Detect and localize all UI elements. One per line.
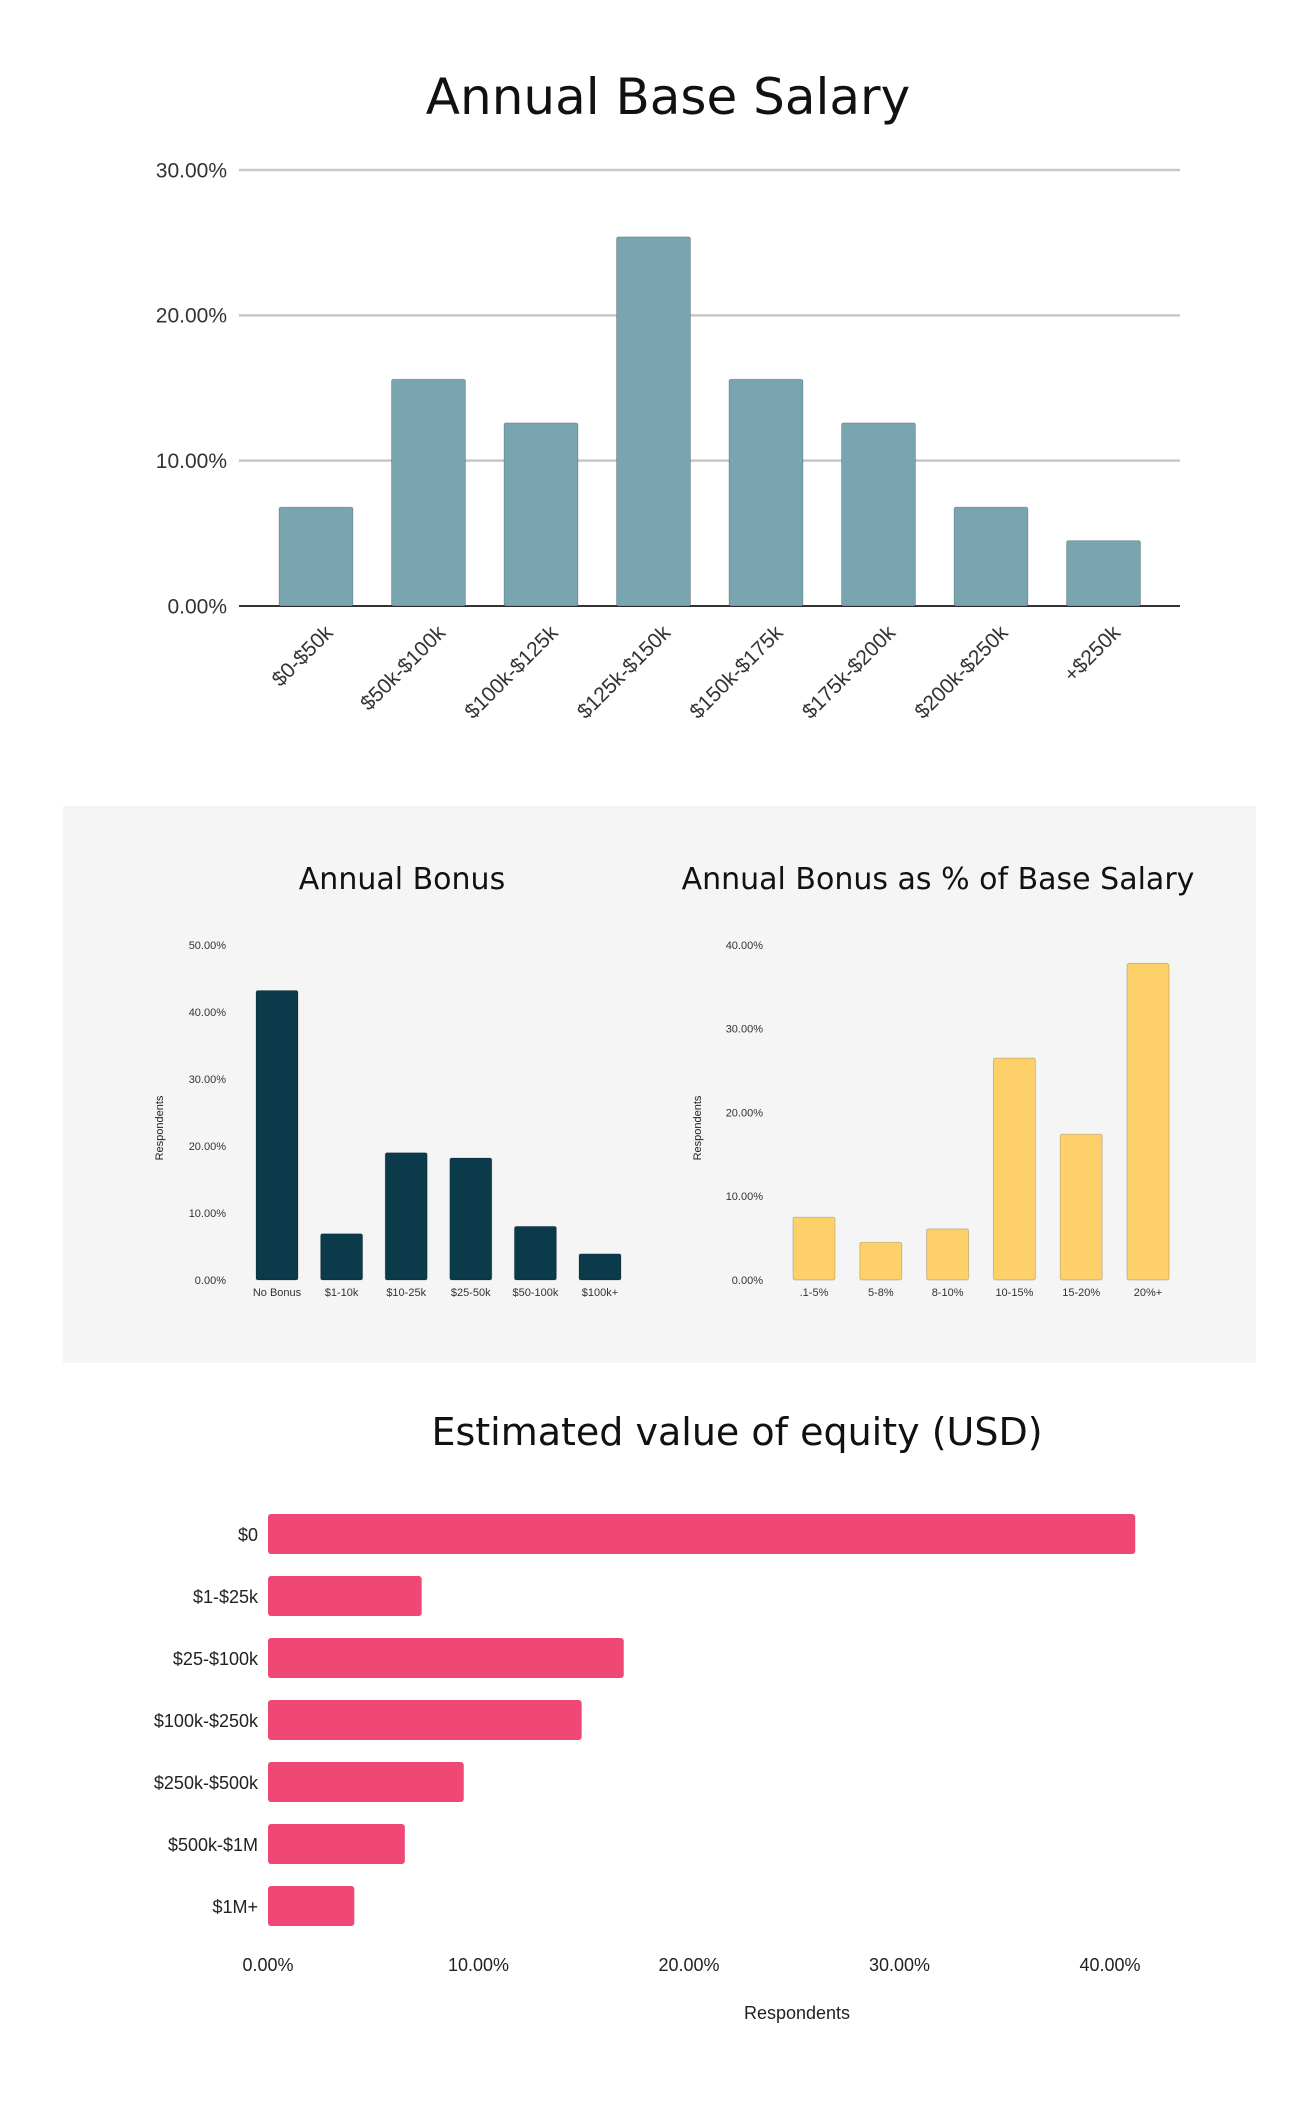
bar-$100k-$125k xyxy=(503,422,579,607)
bar-$500k-$1M xyxy=(268,1824,405,1864)
y-tick-label: $1M+ xyxy=(212,1897,258,1917)
bar-8-10% xyxy=(926,1228,970,1281)
x-tick-label: $150k-$175k xyxy=(685,621,787,723)
y-tick-label: 0.00% xyxy=(195,1275,226,1287)
y-tick-label: 20.00% xyxy=(156,305,227,328)
y-tick-label: $500k-$1M xyxy=(168,1835,258,1855)
bar-$50k-$100k xyxy=(391,378,466,607)
bar-$200k-$250k xyxy=(953,506,1029,607)
x-tick-label: 30.00% xyxy=(869,1955,930,1975)
x-tick-label: $50-100k xyxy=(512,1287,558,1299)
chart-title: Annual Bonus xyxy=(299,862,505,897)
bar-$1-$25k xyxy=(268,1576,422,1616)
y-tick-label: 0.00% xyxy=(732,1275,763,1287)
x-tick-label: No Bonus xyxy=(253,1287,302,1299)
x-tick-label: 5-8% xyxy=(868,1287,894,1299)
chart-annual-base-salary: Annual Base Salary 0.00% 10.00% 20.00% 30.0… xyxy=(156,68,1180,723)
y-tick-label: 50.00% xyxy=(189,940,227,952)
chart-annual-bonus: Annual Bonus Respondents 0.00% 10.00% 20.0… xyxy=(154,862,622,1299)
y-axis-title: Respondents xyxy=(154,1095,166,1160)
bar-5-8% xyxy=(859,1241,903,1281)
y-tick-label: $1-$25k xyxy=(193,1587,259,1607)
y-tick-label: 30.00% xyxy=(189,1074,227,1086)
chart-bonus-percent-of-salary: Annual Bonus as % of Base Salary Respond… xyxy=(682,862,1195,1299)
bar-$25-$100k xyxy=(268,1638,624,1678)
bar-$0-$50k xyxy=(278,506,354,607)
y-tick-label: 10.00% xyxy=(156,450,227,473)
y-tick-label: 10.00% xyxy=(189,1208,227,1220)
y-tick-label: 10.00% xyxy=(726,1191,764,1203)
x-axis-title: Respondents xyxy=(744,2003,850,2023)
y-tick-label: 40.00% xyxy=(189,1007,227,1019)
bar-20%+ xyxy=(1126,962,1170,1281)
y-tick-label: 30.00% xyxy=(156,159,227,182)
x-tick-label: $125k-$150k xyxy=(573,621,675,723)
y-tick-label: 30.00% xyxy=(726,1024,764,1036)
bar-$1M+ xyxy=(268,1886,355,1926)
bar-$150k-$175k xyxy=(728,378,804,607)
x-tick-label: 10.00% xyxy=(448,1955,509,1975)
x-tick-label: 15-20% xyxy=(1062,1287,1100,1299)
bar-$125k-$150k xyxy=(616,236,691,607)
bar-$250k-$500k xyxy=(268,1762,464,1802)
bar-.1-5% xyxy=(792,1216,836,1281)
x-tick-label: $50k-$100k xyxy=(356,621,450,715)
x-tick-label: 20%+ xyxy=(1134,1287,1162,1299)
x-tick-label: 20.00% xyxy=(658,1955,719,1975)
y-axis-title: Respondents xyxy=(692,1095,704,1160)
x-tick-label: $175k-$200k xyxy=(798,621,900,723)
y-tick-label: 20.00% xyxy=(726,1107,764,1119)
bar-+$250k xyxy=(1066,540,1141,607)
bar-$25-50k xyxy=(449,1157,493,1281)
y-tick-label: $100k-$250k xyxy=(154,1711,259,1731)
bar-$0 xyxy=(268,1514,1136,1554)
x-tick-label: 10-15% xyxy=(995,1287,1033,1299)
y-tick-label: $25-$100k xyxy=(173,1649,259,1669)
bar-$1-10k xyxy=(320,1233,364,1281)
x-tick-label: $0-$50k xyxy=(268,621,338,691)
bar-$100k-$250k xyxy=(268,1700,582,1740)
bar-$100k+ xyxy=(578,1253,622,1281)
x-tick-label: $25-50k xyxy=(451,1287,491,1299)
y-tick-label: 20.00% xyxy=(189,1141,227,1153)
bar-$50-100k xyxy=(513,1225,557,1281)
x-tick-label: $200k-$250k xyxy=(910,621,1012,723)
chart-equity-value: Estimated value of equity (USD) $0 $1-$25… xyxy=(154,1410,1141,2023)
x-tick-label: $100k+ xyxy=(582,1287,618,1299)
bar-15-20% xyxy=(1059,1133,1103,1281)
bar-10-15% xyxy=(992,1057,1036,1281)
x-tick-label: .1-5% xyxy=(800,1287,829,1299)
chart-title: Annual Base Salary xyxy=(426,68,910,126)
chart-title: Estimated value of equity (USD) xyxy=(431,1410,1042,1454)
y-tick-label: 0.00% xyxy=(167,595,227,618)
x-tick-label: 0.00% xyxy=(242,1955,293,1975)
x-tick-label: $100k-$125k xyxy=(460,621,562,723)
y-tick-label: 40.00% xyxy=(726,940,764,952)
x-tick-label: $10-25k xyxy=(386,1287,426,1299)
bar-$10-25k xyxy=(384,1152,428,1281)
x-tick-label: $1-10k xyxy=(325,1287,359,1299)
bar-$175k-$200k xyxy=(841,422,916,607)
y-tick-label: $0 xyxy=(238,1525,258,1545)
x-tick-label: +$250k xyxy=(1060,621,1126,687)
x-tick-label: 40.00% xyxy=(1079,1955,1140,1975)
chart-title: Annual Bonus as % of Base Salary xyxy=(682,862,1195,897)
bar-No Bonus xyxy=(255,990,299,1281)
x-tick-label: 8-10% xyxy=(932,1287,964,1299)
y-tick-label: $250k-$500k xyxy=(154,1773,259,1793)
